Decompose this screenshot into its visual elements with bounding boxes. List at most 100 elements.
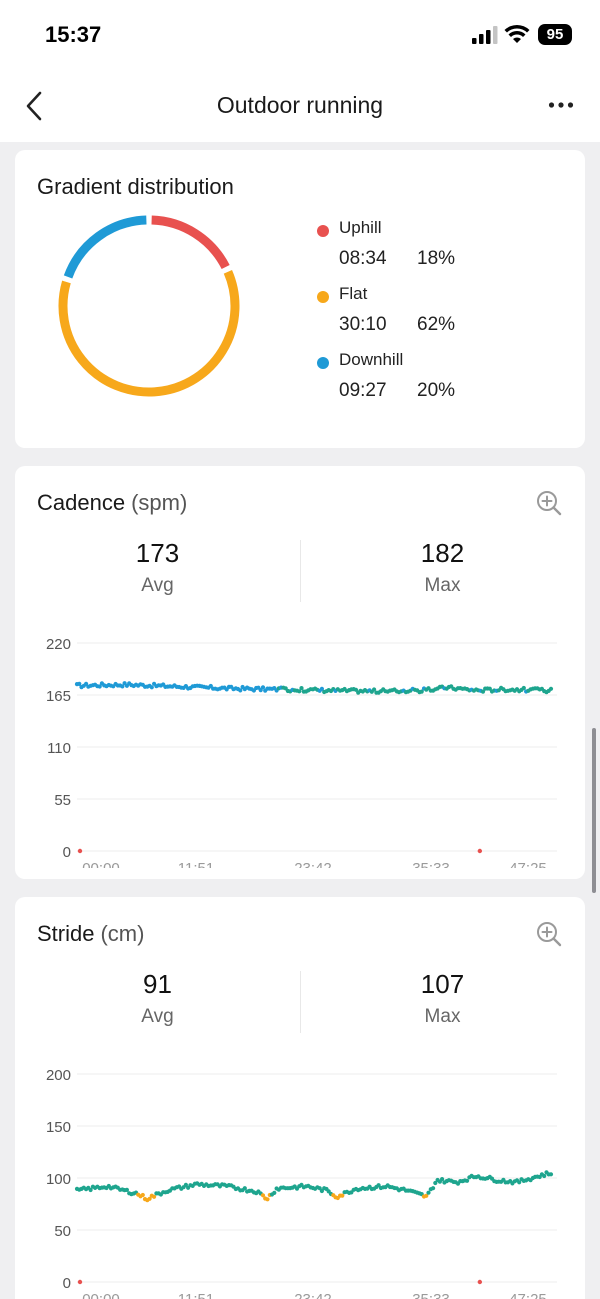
chevron-left-icon[interactable]	[22, 90, 46, 122]
data-point	[149, 685, 154, 690]
data-point	[238, 688, 243, 693]
legend-downhill-name: Downhill	[339, 350, 404, 369]
data-point	[297, 689, 302, 694]
data-point	[340, 1193, 345, 1198]
y-tick-label: 0	[63, 1275, 71, 1292]
stride-title: Stride (cm)	[37, 921, 144, 947]
data-point	[299, 686, 304, 691]
stride-max-label: Max	[424, 1006, 461, 1027]
stat-divider	[300, 971, 301, 1033]
cadence-avg-label: Avg	[141, 575, 174, 596]
cadence-card: Cadence (spm) 173 Avg 182 Max 220 165 110 55…	[15, 466, 585, 879]
cadence-max-value: 182	[420, 538, 465, 568]
stride-title-text: Stride	[37, 921, 95, 946]
data-point	[258, 688, 263, 693]
legend-flat-time: 30:10	[339, 314, 387, 335]
data-point	[260, 685, 266, 690]
x-tick-label: 47:25	[509, 860, 547, 868]
data-point	[542, 1173, 547, 1179]
y-tick-label: 0	[63, 844, 71, 861]
data-point	[376, 1183, 381, 1188]
y-tick-label: 100	[46, 1171, 71, 1188]
legend-dot-uphill	[317, 225, 329, 237]
outlier-point	[477, 848, 483, 854]
y-tick-label: 165	[46, 688, 71, 705]
legend-uphill-percent: 18%	[417, 248, 456, 269]
legend-dot-flat	[317, 291, 329, 303]
cadence-chart: 220 165 110 55 0 00:00 11:51 23:42 35:33 47:25	[46, 636, 557, 868]
wifi-icon	[504, 24, 530, 43]
data-point	[319, 686, 324, 691]
data-point	[124, 1187, 129, 1192]
outlier-point	[477, 1279, 483, 1285]
data-point	[480, 689, 486, 694]
page-title: Outdoor running	[216, 92, 384, 118]
zoom-in-icon[interactable]	[535, 920, 563, 948]
y-tick-label: 50	[54, 1223, 71, 1240]
x-tick-label: 35:33	[412, 860, 450, 868]
legend-flat-percent: 62%	[417, 314, 456, 335]
y-tick-label: 110	[47, 740, 71, 757]
status-bar: 15:37 95	[0, 0, 600, 70]
data-point	[140, 1192, 145, 1198]
x-tick-label: 35:33	[412, 1291, 450, 1299]
status-time: 15:37	[45, 22, 102, 47]
data-point	[517, 1180, 522, 1185]
more-horizontal-icon[interactable]	[548, 98, 574, 112]
outlier-point	[77, 848, 83, 854]
data-point	[426, 1190, 431, 1195]
battery-badge: 95	[538, 24, 572, 45]
data-point	[431, 1186, 436, 1191]
stride-avg-value: 91	[143, 969, 172, 999]
outlier-point	[77, 1279, 83, 1285]
data-point	[424, 1193, 429, 1198]
y-tick-label: 55	[54, 792, 71, 809]
data-point	[272, 1190, 277, 1195]
x-tick-label: 11:51	[178, 860, 214, 868]
gradient-donut-chart	[58, 215, 240, 397]
x-tick-label: 00:00	[82, 860, 120, 868]
data-point	[120, 684, 125, 689]
x-tick-label: 00:00	[82, 1291, 120, 1299]
stride-max-value: 107	[420, 969, 465, 999]
stride-card: Stride(cm) 91 Avg 107 Max 200 150 100 50 0 00…	[15, 897, 585, 1299]
scrollbar[interactable]	[592, 728, 596, 893]
donut-slice-flat	[58, 269, 240, 397]
cadence-title: Cadence (spm)	[37, 490, 187, 516]
data-point	[548, 1172, 554, 1177]
data-point	[97, 684, 102, 689]
x-tick-label: 11:51	[178, 1291, 214, 1299]
data-point	[319, 1188, 324, 1194]
cadence-avg-value: 173	[135, 538, 180, 568]
legend-uphill-name: Uphill	[339, 218, 382, 237]
legend-downhill-percent: 20%	[417, 380, 456, 401]
donut-slice-uphill	[151, 215, 230, 270]
legend-flat-name: Flat	[339, 284, 368, 303]
data-point	[242, 1186, 247, 1191]
data-point	[260, 1193, 266, 1198]
data-point	[372, 687, 377, 692]
data-point	[147, 1196, 152, 1201]
donut-slice-downhill	[63, 215, 147, 279]
stride-unit: (cm)	[100, 921, 145, 946]
data-point	[521, 685, 526, 691]
cadence-title-text: Cadence	[37, 490, 126, 515]
status-icons: 95	[462, 22, 572, 48]
gradient-title: Gradient distribution	[37, 174, 234, 199]
stride-avg: 91 Avg	[15, 969, 300, 1028]
data-point	[88, 1187, 93, 1193]
data-point	[265, 1197, 270, 1202]
cadence-max: 182 Max	[300, 538, 585, 597]
stride-avg-label: Avg	[141, 1006, 174, 1027]
x-tick-label: 23:42	[294, 1291, 332, 1299]
cadence-unit: (spm)	[131, 490, 188, 515]
legend-dot-downhill	[317, 357, 329, 369]
y-tick-label: 200	[46, 1067, 71, 1084]
data-point	[419, 689, 424, 694]
data-point	[77, 681, 82, 686]
data-point	[152, 1194, 157, 1199]
stride-chart: 200 150 100 50 0 00:00 11:51 23:42 35:33 47:25	[46, 1067, 557, 1299]
nav-bar: Outdoor running	[0, 70, 600, 142]
data-point	[440, 1177, 445, 1182]
zoom-in-icon[interactable]	[535, 489, 563, 517]
